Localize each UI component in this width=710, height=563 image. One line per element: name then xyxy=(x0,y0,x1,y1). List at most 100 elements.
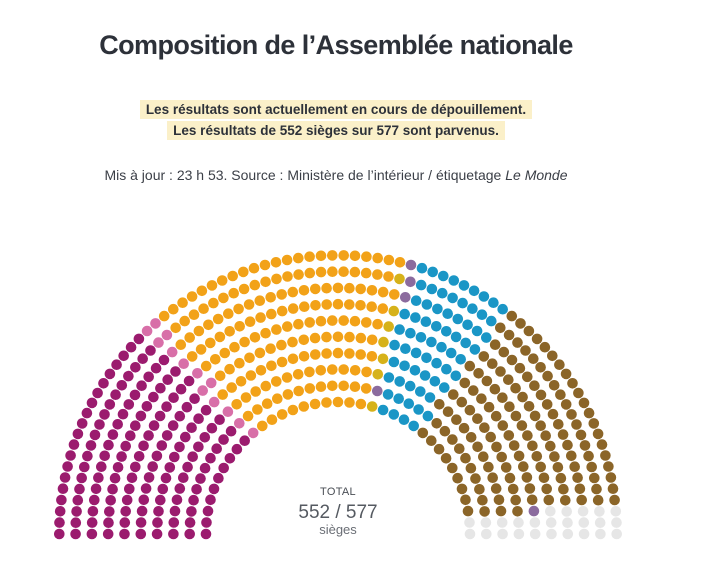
seat-dot-group-1 xyxy=(85,440,97,451)
seat-dot-group-3 xyxy=(219,347,231,359)
seat-dot-group-6 xyxy=(426,336,437,348)
seat-dot-group-6 xyxy=(377,404,389,416)
seat-dot-group-6 xyxy=(394,324,405,335)
seat-dot-group-3 xyxy=(304,251,315,262)
seat-dot-group-1 xyxy=(82,450,93,462)
seat-dot-group-2 xyxy=(161,329,173,341)
seat-dot-group-7 xyxy=(472,441,483,453)
seat-dot-group-7 xyxy=(526,494,538,506)
seat-dot-group-1 xyxy=(202,505,214,517)
seat-dot-group-7 xyxy=(508,440,520,451)
seat-dot-group-3 xyxy=(332,347,344,359)
seat-dot-group-3 xyxy=(259,259,271,271)
seat-dot-group-7 xyxy=(464,360,476,372)
seat-dot-group-9 xyxy=(577,506,589,517)
seat-dot-group-3 xyxy=(260,327,271,339)
seat-dot-group-3 xyxy=(276,409,288,420)
seat-dot-group-1 xyxy=(152,517,163,528)
seat-dot-group-1 xyxy=(129,389,141,401)
seat-dot-group-1 xyxy=(107,483,118,495)
seat-dot-group-3 xyxy=(327,250,338,261)
seat-dot-group-7 xyxy=(479,422,490,434)
seat-dot-group-1 xyxy=(104,368,116,380)
seat-dot-group-7 xyxy=(470,473,481,484)
seat-dot-group-3 xyxy=(266,308,277,320)
seat-dot-group-3 xyxy=(355,349,367,360)
seat-dot-group-1 xyxy=(188,494,199,506)
seat-dot-group-6 xyxy=(394,376,406,387)
seat-dot-group-1 xyxy=(133,333,145,345)
seat-dot-group-7 xyxy=(506,354,518,366)
seat-dot-group-3 xyxy=(287,336,298,348)
seat-dot-group-3 xyxy=(276,356,288,368)
seat-dot-group-4 xyxy=(377,353,389,365)
seat-dot-group-1 xyxy=(103,439,114,451)
seat-dot-group-3 xyxy=(327,364,338,375)
seat-dot-group-7 xyxy=(489,339,501,351)
seat-dot-group-1 xyxy=(193,413,204,425)
seat-dot-group-1 xyxy=(103,517,114,528)
seat-dot-group-6 xyxy=(426,283,438,295)
seat-dot-group-2 xyxy=(205,377,217,389)
seat-dot-group-6 xyxy=(488,297,499,309)
seat-dot-group-2 xyxy=(192,368,203,379)
seat-dot-group-1 xyxy=(168,517,180,528)
seat-dot-group-3 xyxy=(227,270,238,282)
seat-dot-group-1 xyxy=(123,399,135,410)
seat-dot-group-7 xyxy=(555,389,566,401)
seat-dot-group-1 xyxy=(98,378,109,389)
seat-dot-group-3 xyxy=(276,305,288,317)
seat-dot-group-7 xyxy=(459,377,471,389)
seat-dot-group-1 xyxy=(158,354,170,366)
seat-dot-group-1 xyxy=(169,451,180,463)
seat-dot-group-9 xyxy=(464,517,475,528)
seat-dot-group-1 xyxy=(143,472,155,483)
seat-dot-group-2 xyxy=(150,318,161,329)
seat-dot-group-6 xyxy=(460,337,472,349)
seat-dot-group-1 xyxy=(211,443,222,455)
update-source-line: Mis à jour : 23 h 53. Source : Ministère… xyxy=(0,167,672,183)
seat-dot-group-3 xyxy=(383,271,394,282)
seat-dot-group-1 xyxy=(138,494,150,506)
seat-dot-group-3 xyxy=(243,299,255,310)
seat-dot-group-7 xyxy=(566,450,577,462)
seat-dot-group-7 xyxy=(583,407,595,419)
seat-dot-group-7 xyxy=(464,404,476,416)
seat-dot-group-1 xyxy=(117,408,129,420)
seat-dot-group-6 xyxy=(420,316,432,328)
seat-dot-group-6 xyxy=(442,308,454,320)
seat-dot-group-6 xyxy=(404,380,416,392)
seat-dot-group-3 xyxy=(260,276,271,288)
seat-dot-group-1 xyxy=(62,461,73,472)
seat-dot-group-7 xyxy=(531,451,543,462)
seat-dot-group-1 xyxy=(112,462,124,473)
seat-dot-group-3 xyxy=(216,275,228,286)
seat-dot-group-2 xyxy=(208,396,220,408)
seat-dot-group-3 xyxy=(238,266,249,278)
seat-dot-group-3 xyxy=(186,351,198,362)
seat-dot-group-3 xyxy=(349,365,361,376)
seat-dot-group-6 xyxy=(410,312,421,323)
seat-dot-group-1 xyxy=(156,440,168,451)
seat-dot-group-6 xyxy=(383,372,395,383)
seat-dot-group-6 xyxy=(398,414,410,426)
seat-dot-group-7 xyxy=(596,439,608,450)
seat-dot-group-1 xyxy=(199,462,211,474)
seat-dot-group-3 xyxy=(372,318,383,330)
seat-dot-group-7 xyxy=(569,461,580,473)
seat-dot-group-3 xyxy=(234,321,245,332)
seat-dot-group-1 xyxy=(161,401,172,413)
seat-dot-group-1 xyxy=(89,494,100,506)
seat-dot-group-9 xyxy=(562,528,574,540)
seat-dot-group-3 xyxy=(224,326,235,337)
seat-dot-group-3 xyxy=(238,283,250,295)
update-source-text: Mis à jour : 23 h 53. Source : Ministère… xyxy=(104,167,506,183)
seat-dot-group-7 xyxy=(560,495,571,506)
seat-dot-group-7 xyxy=(552,462,564,473)
seat-dot-group-3 xyxy=(255,365,267,376)
seat-dot-group-3 xyxy=(235,376,247,387)
seat-dot-group-1 xyxy=(174,410,186,422)
seat-dot-group-7 xyxy=(583,450,594,462)
seat-dot-group-1 xyxy=(107,429,119,440)
seat-dot-group-1 xyxy=(168,392,179,404)
